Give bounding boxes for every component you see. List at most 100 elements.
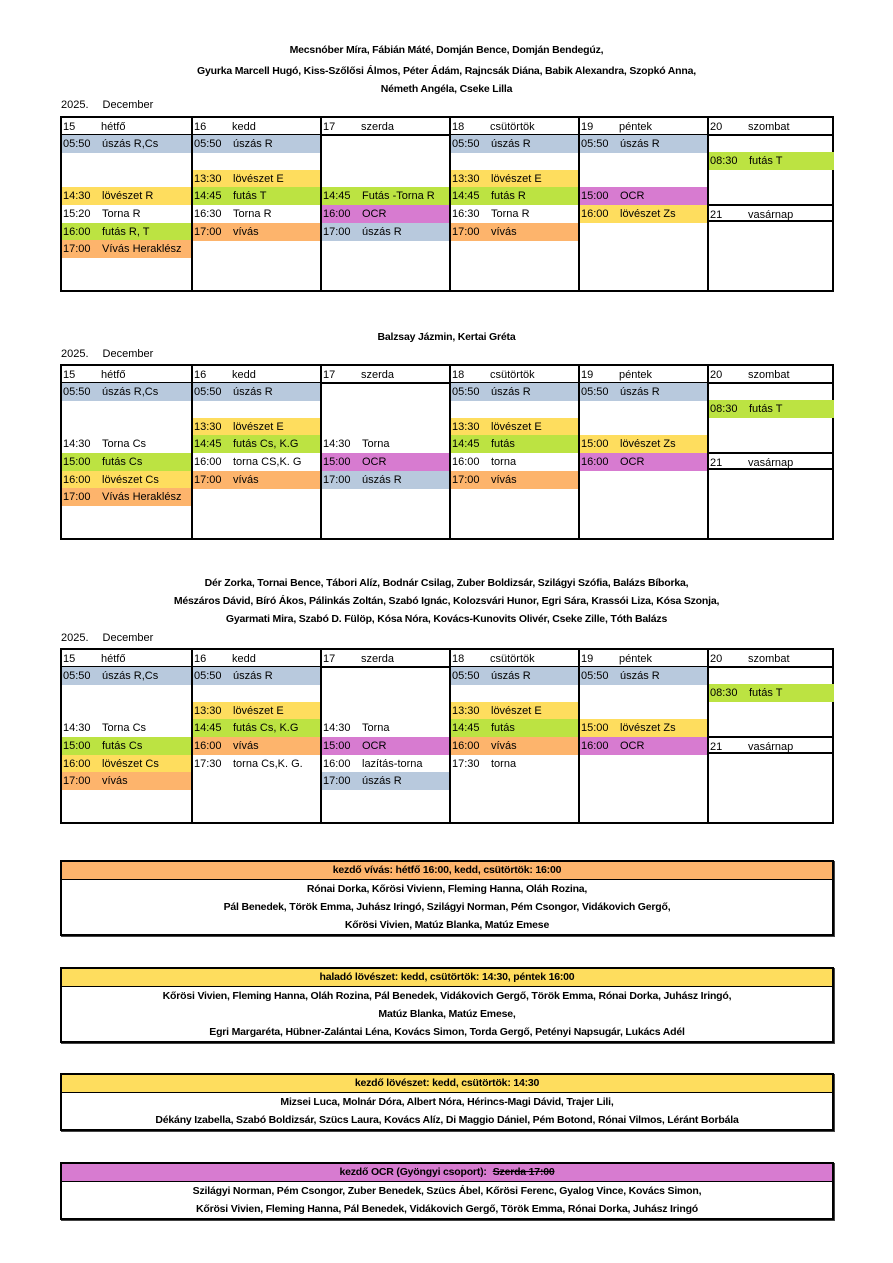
entry-time: 16:00: [63, 473, 91, 486]
day-name: hétfő: [101, 121, 126, 133]
entry-activity: lövészet E: [233, 420, 284, 433]
day-header: 20 szombat: [709, 366, 832, 384]
schedule-entry: 15:00 OCR: [322, 453, 449, 471]
day-number: 16: [194, 653, 207, 665]
entry-time: 13:30: [194, 420, 222, 433]
entry-time: 14:45: [194, 722, 222, 735]
entry-time: 17:00: [63, 491, 91, 504]
entry-time: 16:30: [452, 208, 480, 220]
entry-time: 15:00: [323, 740, 351, 752]
schedule-entry: 05:50 úszás R: [580, 666, 707, 685]
schedule-entry: 14:30 Torna Cs: [62, 435, 191, 454]
schedule-entry: 13:30 lövészet E: [193, 169, 320, 188]
names-line: Gyarmati Mira, Szabó D. Fülöp, Kósa Nóra…: [225, 613, 668, 625]
entry-time: 08:30: [710, 155, 738, 168]
entry-activity: lazítás-torna: [362, 757, 423, 770]
group-members-line: Rónai Dorka, Kőrösi Vivienn, Fleming Han…: [306, 883, 588, 895]
entry-activity: lövészet Zs: [620, 208, 676, 220]
entry-time: 14:30: [63, 190, 91, 203]
names-line: Dér Zorka, Tornai Bence, Tábori Alíz, Bo…: [204, 577, 689, 589]
day-name: szerda: [361, 653, 395, 665]
entry-activity: vívás: [491, 225, 517, 238]
entry-activity: úszás R,Cs: [102, 669, 159, 682]
schedule-entry: 17:00 úszás R: [322, 470, 449, 489]
day-column-hétfő: 15 hétfő 05:50 úszás R,Cs 14:30 Torna Cs 15:00…: [62, 366, 191, 538]
entry-activity: torna: [491, 456, 517, 468]
schedule-entry: 17:00 úszás R: [322, 772, 449, 791]
schedule-entry: 14:45 futás Cs, K.G: [193, 435, 320, 454]
entry-activity: OCR: [362, 740, 387, 752]
group-members-line: Kőrösi Vivien, Fleming Hanna, Pál Benede…: [195, 1203, 699, 1215]
names-line: Németh Angéla, Cseke Lilla: [380, 83, 513, 95]
schedule-entry: 17:00 vívás: [451, 222, 578, 241]
schedule-entry: 05:50 úszás R,Cs: [62, 134, 191, 153]
section-names: Balzsay Jázmin, Kertai Gréta: [0, 328, 893, 346]
group-box: kezdő vívás: hétfő 16:00, kedd, csütörtö…: [60, 860, 834, 936]
schedule-entry: 17:00 vívás: [193, 222, 320, 241]
struck-text: Szerda 17:00: [492, 1166, 555, 1178]
schedule-entry: 15:00 lövészet Zs: [580, 435, 707, 454]
schedule-entry: 17:30 torna: [451, 754, 578, 773]
group-members-line: Egri Margaréta, Hübner-Zalántai Léna, Ko…: [209, 1026, 685, 1038]
day-name: kedd: [232, 653, 256, 665]
day-name: vasárnap: [748, 741, 794, 753]
schedule-entry: 16:00 futás R, T: [62, 222, 191, 241]
day-column-szombat: 20 szombat 08:30 futás T 21 vasárnap: [707, 118, 834, 290]
schedule-entry: 14:45 futás T: [193, 187, 320, 206]
entry-time: 17:30: [194, 757, 222, 770]
entry-time: 08:30: [710, 403, 738, 416]
schedule-entry: 15:00 lövészet Zs: [580, 719, 707, 738]
names-line: Balzsay Jázmin, Kertai Gréta: [377, 331, 516, 343]
day-column-kedd: 16 kedd 05:50 úszás R 13:30 lövészet E 14:45 fu…: [191, 366, 320, 538]
schedule-entry: 17:00 vívás: [62, 772, 191, 791]
day-number: 21: [710, 209, 723, 221]
schedule-entry: 16:00 torna: [451, 453, 578, 471]
day-number: 21: [710, 457, 723, 469]
schedule-entry: 14:30 Torna: [322, 435, 449, 454]
entry-activity: OCR: [620, 740, 645, 752]
schedule-entry: 14:30 Torna Cs: [62, 719, 191, 738]
day-header: 20 szombat: [709, 118, 832, 136]
month-label: December: [102, 348, 154, 360]
entry-time: 13:30: [452, 704, 480, 717]
entry-activity: lövészet E: [233, 704, 284, 717]
day-number: 19: [581, 369, 594, 381]
entry-time: 16:00: [581, 456, 609, 468]
entry-time: 14:45: [194, 190, 222, 203]
entry-time: 14:45: [323, 190, 351, 203]
entry-activity: úszás R: [233, 137, 273, 150]
group-members-line: Mizsei Luca, Molnár Dóra, Albert Nóra, H…: [280, 1096, 614, 1108]
group-title: kezdő vívás: hétfő 16:00, kedd, csütörtö…: [62, 862, 832, 880]
day-header: 18 csütörtök: [451, 366, 578, 384]
entry-time: 13:30: [194, 172, 222, 185]
entry-activity: úszás R: [233, 669, 273, 682]
group-title: haladó lövészet: kedd, csütörtök: 14:30,…: [62, 969, 832, 987]
schedule-entry: 16:00 torna CS,K. G: [193, 453, 320, 471]
day-header: 18 csütörtök: [451, 650, 578, 668]
entry-activity: Vívás Heraklész: [102, 491, 182, 504]
day-number: 20: [710, 121, 723, 133]
day-name: szerda: [361, 369, 395, 381]
day-name: vasárnap: [748, 457, 794, 469]
day-number: 15: [63, 653, 76, 665]
entry-activity: futás T: [749, 687, 783, 700]
group-members-line: Matúz Blanka, Matúz Emese,: [378, 1008, 516, 1020]
entry-activity: Torna: [362, 722, 390, 735]
group-members-line: Szilágyi Norman, Pém Csongor, Zuber Bene…: [192, 1185, 702, 1197]
entry-time: 17:00: [194, 225, 222, 238]
entry-time: 05:50: [194, 669, 222, 682]
entry-activity: lövészet Zs: [620, 722, 676, 735]
schedule-entry: 05:50 úszás R: [580, 382, 707, 401]
schedule-entry: 05:50 úszás R: [451, 382, 578, 401]
entry-activity: futás Cs: [102, 456, 143, 468]
group-box: kezdő lövészet: kedd, csütörtök: 14:30 Mi…: [60, 1073, 834, 1131]
schedule-entry: 13:30 lövészet E: [451, 169, 578, 188]
group-title-text: kezdő lövészet: kedd, csütörtök: 14:30: [354, 1077, 540, 1089]
schedule-entry: 05:50 úszás R: [451, 134, 578, 153]
entry-time: 14:45: [452, 438, 480, 451]
group-title-text: kezdő OCR (Gyöngyi csoport):: [339, 1166, 487, 1178]
entry-activity: Torna Cs: [102, 722, 147, 735]
entry-time: 14:45: [194, 438, 222, 451]
entry-activity: vívás: [233, 473, 259, 486]
schedule-entry: 08:30 futás T: [709, 684, 834, 703]
